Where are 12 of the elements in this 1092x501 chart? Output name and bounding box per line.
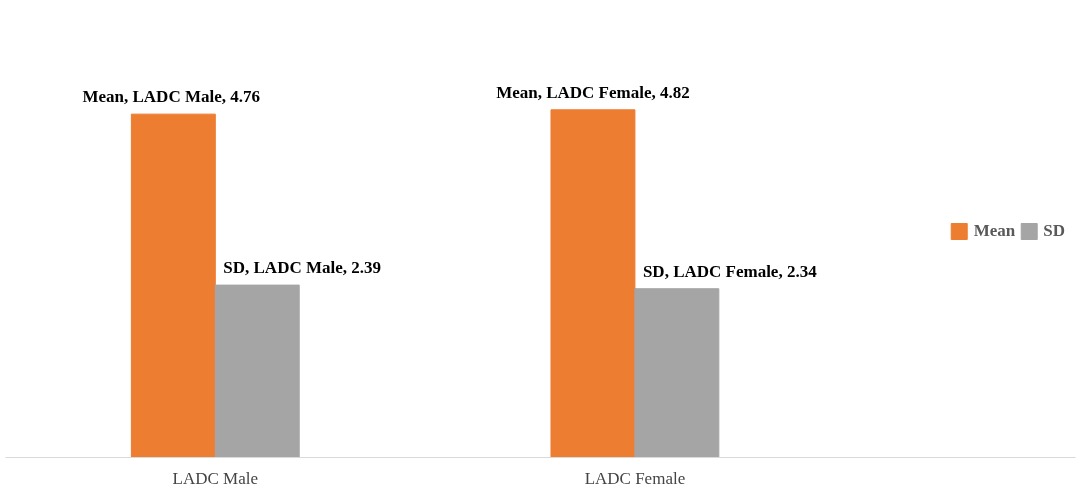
legend-label: Mean bbox=[973, 221, 1016, 241]
bar bbox=[634, 288, 720, 458]
legend-label: SD bbox=[1043, 221, 1065, 241]
bar bbox=[214, 284, 300, 458]
data-label: SD, LADC Male, 2.39 bbox=[223, 258, 382, 278]
data-label: Mean, LADC Male, 4.76 bbox=[82, 87, 260, 107]
bar bbox=[130, 113, 216, 458]
x-tick-label: LADC Male bbox=[172, 468, 259, 488]
bar bbox=[550, 109, 636, 458]
data-label: Mean, LADC Female, 4.82 bbox=[496, 82, 690, 102]
x-tick-label: LADC Female bbox=[584, 468, 686, 488]
data-label: SD, LADC Female, 2.34 bbox=[642, 261, 818, 281]
